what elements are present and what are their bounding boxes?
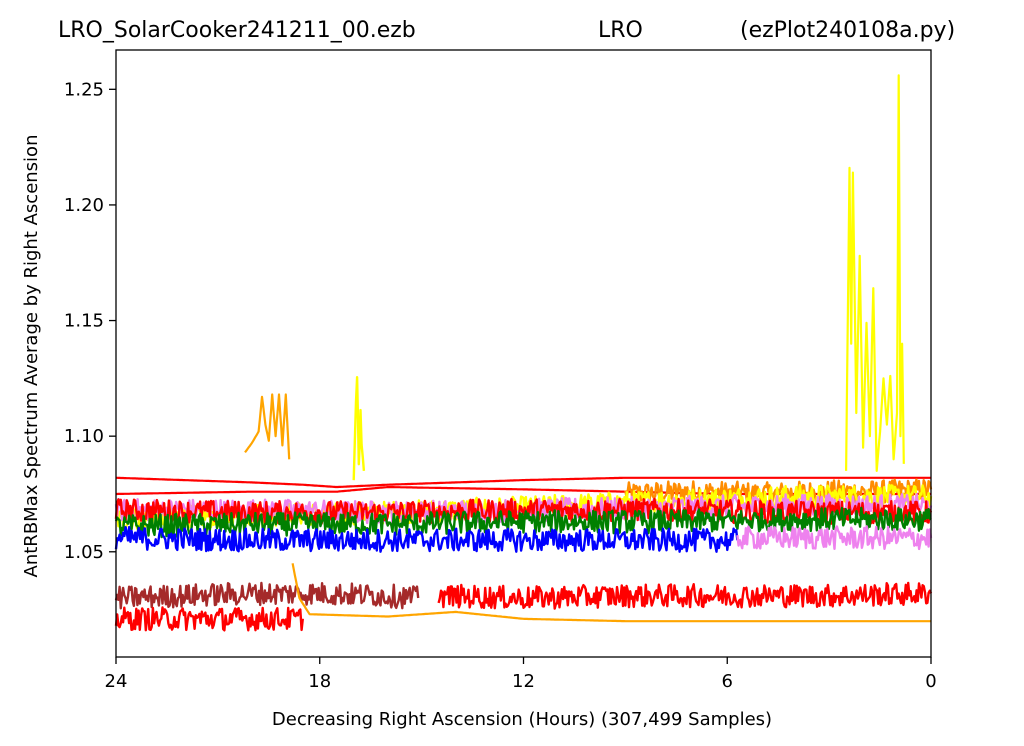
x-axis: 24 18 12 6 0 — [105, 657, 937, 692]
chart-title-left: LRO_SolarCooker241211_00.ezb — [58, 18, 416, 43]
series-8-segment-0 — [736, 525, 933, 551]
x-tick-label: 24 — [105, 671, 128, 692]
x-tick-label: 6 — [722, 671, 733, 692]
y-tick-label: 1.05 — [64, 542, 104, 563]
chart-header: LRO_SolarCooker241211_00.ezb LRO (ezPlot… — [58, 18, 955, 43]
series-11 — [291, 563, 931, 623]
series-13 — [352, 74, 905, 481]
chart-title-right: (ezPlot240108a.py) — [740, 18, 955, 43]
series-9-segment-0 — [114, 581, 420, 610]
series-10 — [114, 581, 933, 632]
series-10-segment-0 — [114, 606, 304, 632]
plot-area — [114, 74, 933, 632]
x-axis-label: Decreasing Right Ascension (Hours) (307,… — [272, 709, 772, 730]
series-9 — [114, 581, 420, 610]
y-tick-label: 1.10 — [64, 426, 104, 447]
series-6 — [114, 506, 932, 539]
series-6-segment-0 — [114, 506, 932, 539]
y-axis-label: AntRBMax Spectrum Average by Right Ascen… — [21, 135, 42, 578]
series-7 — [114, 525, 739, 553]
series-11-segment-0 — [291, 563, 931, 623]
x-tick-label: 12 — [512, 671, 535, 692]
series-13-segment-0 — [352, 376, 366, 481]
series-0-segment-0 — [116, 476, 931, 489]
x-tick-label: 18 — [308, 671, 331, 692]
series-12-segment-0 — [244, 393, 291, 460]
x-tick-label: 0 — [925, 671, 936, 692]
series-7-segment-0 — [114, 525, 739, 553]
chart-title-center: LRO — [598, 18, 643, 43]
axes-frame — [115, 49, 932, 658]
series-13-segment-1 — [845, 74, 905, 472]
y-tick-label: 1.15 — [64, 311, 104, 332]
series-0 — [116, 476, 931, 489]
series-10-segment-1 — [437, 581, 933, 610]
y-tick-label: 1.20 — [64, 195, 104, 216]
y-tick-label: 1.25 — [64, 79, 104, 100]
series-8 — [736, 525, 933, 551]
series-12 — [244, 393, 291, 460]
y-axis: 1.05 1.10 1.15 1.20 1.25 — [64, 79, 116, 563]
